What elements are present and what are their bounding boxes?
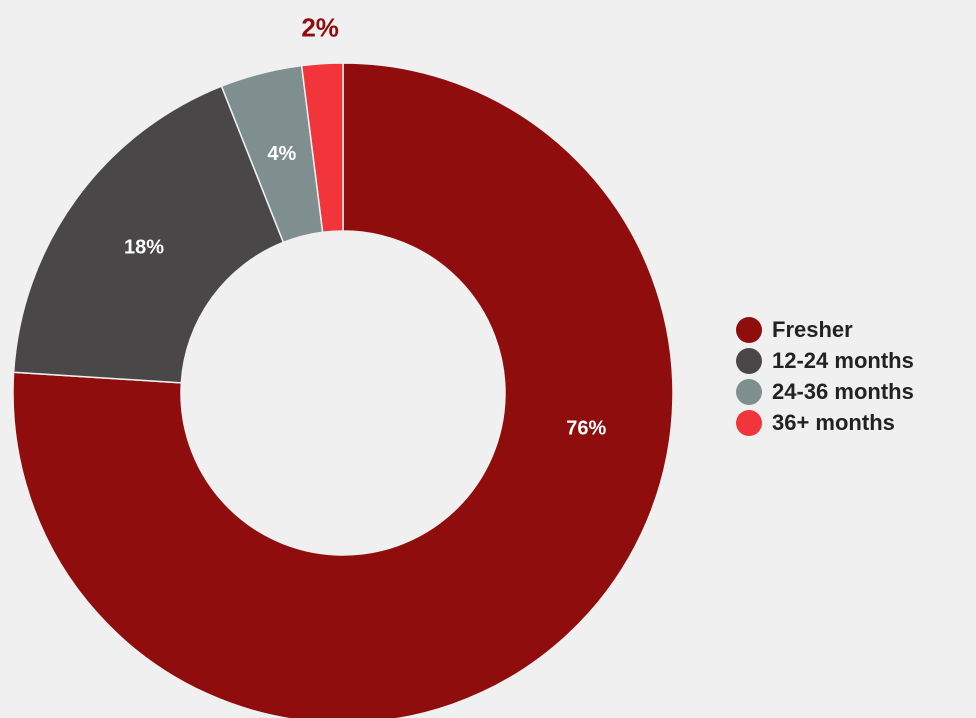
slice-12-24-months	[12, 85, 285, 384]
data-label-24-36-months: 4%	[267, 143, 296, 165]
legend: Fresher 12-24 months 24-36 months 36+ mo…	[736, 314, 914, 438]
legend-item-24-36-months: 24-36 months	[736, 376, 914, 407]
legend-swatch	[736, 409, 762, 436]
labels-group: 76% 18% 4% 2%	[124, 13, 607, 440]
data-label-12-24-months: 18%	[124, 237, 164, 259]
legend-item-36-plus-months: 36+ months	[736, 407, 914, 438]
slices-group	[12, 62, 674, 718]
legend-label: 36+ months	[772, 409, 895, 435]
data-label-fresher: 76%	[566, 418, 606, 440]
legend-swatch	[736, 378, 762, 405]
legend-label: 24-36 months	[772, 378, 914, 404]
legend-item-fresher: Fresher	[736, 314, 914, 345]
slice-36-months	[300, 62, 344, 234]
data-label-36-months: 2%	[301, 13, 339, 43]
slice-fresher	[12, 62, 674, 718]
legend-item-12-24-months: 12-24 months	[736, 345, 914, 376]
legend-swatch	[736, 347, 762, 374]
legend-label: 12-24 months	[772, 347, 914, 373]
legend-label: Fresher	[772, 316, 853, 342]
legend-swatch	[736, 316, 762, 343]
